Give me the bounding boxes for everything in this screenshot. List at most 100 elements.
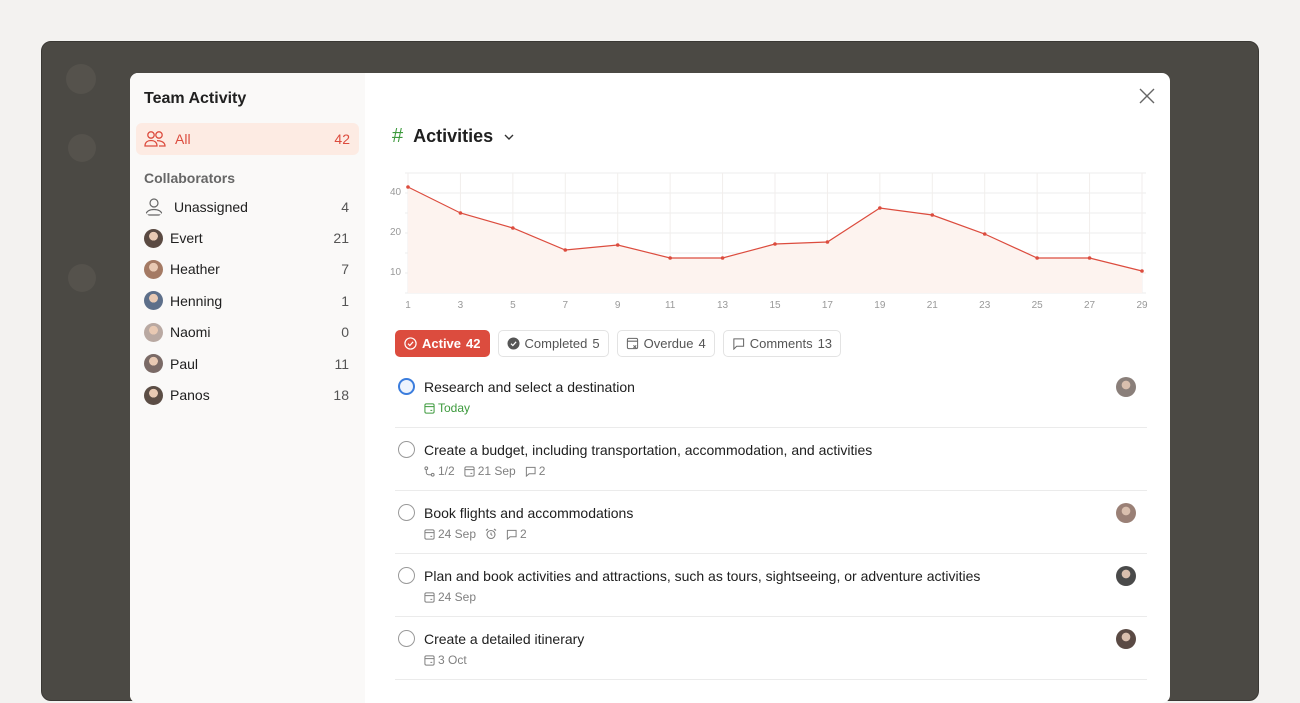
assignee-avatar[interactable] bbox=[1116, 503, 1136, 523]
sidebar-item-collaborator[interactable]: Paul 11 bbox=[130, 348, 365, 379]
avatar bbox=[144, 385, 163, 405]
calendar-icon bbox=[424, 528, 435, 540]
person-icon bbox=[145, 198, 163, 216]
due-date: 24 Sep bbox=[424, 590, 476, 604]
data-point bbox=[982, 232, 987, 236]
assignee-avatar[interactable] bbox=[1116, 377, 1136, 397]
collaborator-list: Unassigned 4 Evert 21 Heather 7 Henning 1 Naomi 0… bbox=[130, 191, 365, 411]
calendar-icon bbox=[424, 591, 435, 603]
task-row[interactable]: Book flights and accommodations 24 Sep 2 bbox=[395, 491, 1147, 554]
complete-checkbox[interactable] bbox=[398, 567, 415, 584]
blurred-avatar bbox=[68, 264, 96, 292]
sidebar-item-collaborator[interactable]: Panos 18 bbox=[130, 379, 365, 410]
collaborator-name: Henning bbox=[170, 292, 223, 309]
data-point bbox=[668, 256, 672, 260]
sidebar-item-collaborator[interactable]: Henning 1 bbox=[130, 285, 365, 316]
sidebar-item-collaborator[interactable]: Evert 21 bbox=[130, 222, 365, 253]
filter-tab-overdue[interactable]: Overdue 4 bbox=[616, 330, 715, 357]
complete-checkbox[interactable] bbox=[398, 630, 415, 647]
x-tick-label: 27 bbox=[1084, 300, 1096, 311]
filter-count: 4 bbox=[698, 336, 706, 351]
sidebar-item-collaborator[interactable]: Naomi 0 bbox=[130, 317, 365, 348]
check-circle-icon bbox=[404, 337, 417, 350]
y-tick-label: 40 bbox=[390, 187, 402, 198]
chevron-down-icon bbox=[504, 134, 514, 140]
blurred-avatar bbox=[68, 134, 96, 162]
blurred-avatar bbox=[66, 64, 96, 94]
assignee-avatar[interactable] bbox=[1116, 566, 1136, 586]
close-icon[interactable] bbox=[1138, 87, 1156, 105]
filter-tab-comments[interactable]: Comments 13 bbox=[722, 330, 842, 357]
collaborator-count: 7 bbox=[341, 261, 349, 278]
complete-checkbox[interactable] bbox=[398, 441, 415, 458]
collaborators-heading: Collaborators bbox=[144, 170, 236, 186]
data-point bbox=[615, 243, 620, 247]
collaborator-count: 4 bbox=[341, 198, 349, 215]
hash-icon: # bbox=[392, 125, 404, 147]
due-date: 24 Sep bbox=[424, 527, 476, 541]
x-tick-label: 13 bbox=[717, 300, 729, 311]
task-meta: 1/2 21 Sep 2 bbox=[424, 464, 545, 478]
activities-dropdown[interactable]: # Activities bbox=[392, 125, 515, 148]
complete-checkbox[interactable] bbox=[398, 378, 415, 395]
x-tick-label: 21 bbox=[927, 300, 939, 311]
task-row[interactable]: Create a detailed itinerary 3 Oct bbox=[395, 617, 1147, 680]
collaborator-name: Unassigned bbox=[174, 198, 248, 215]
x-tick-label: 29 bbox=[1136, 300, 1148, 311]
data-point bbox=[825, 240, 830, 244]
comment-icon bbox=[525, 466, 536, 477]
sidebar-item-collaborator[interactable]: Unassigned 4 bbox=[130, 191, 365, 222]
comment-icon bbox=[506, 529, 517, 540]
data-point bbox=[930, 213, 935, 217]
assignee-avatar[interactable] bbox=[1116, 629, 1136, 649]
subtasks: 1/2 bbox=[424, 464, 455, 478]
task-title: Create a budget, including transportatio… bbox=[424, 442, 873, 458]
comments: 2 bbox=[506, 527, 527, 541]
comment-icon bbox=[732, 337, 745, 350]
task-row[interactable]: Create a budget, including transportatio… bbox=[395, 428, 1147, 491]
due-date: Today bbox=[424, 401, 470, 415]
filter-tabs: Active 42 Completed 5 Overdue 4 Comments 13 bbox=[395, 330, 842, 357]
task-title: Book flights and accommodations bbox=[424, 505, 634, 521]
collaborator-name: Heather bbox=[170, 261, 220, 278]
collaborator-count: 11 bbox=[334, 355, 349, 372]
collaborator-name: Evert bbox=[170, 230, 203, 247]
task-row[interactable]: Research and select a destination Today bbox=[395, 365, 1147, 428]
data-point bbox=[773, 242, 777, 246]
data-point bbox=[1140, 269, 1144, 273]
complete-checkbox[interactable] bbox=[398, 504, 415, 521]
data-point bbox=[406, 185, 410, 189]
task-title: Plan and book activities and attractions… bbox=[424, 568, 981, 584]
due-date: 3 Oct bbox=[424, 653, 467, 667]
filter-label: Completed bbox=[524, 336, 588, 351]
due-date: 21 Sep bbox=[464, 464, 516, 478]
sidebar-item-collaborator[interactable]: Heather 7 bbox=[130, 254, 365, 285]
avatar bbox=[144, 354, 163, 374]
comments: 2 bbox=[525, 464, 545, 478]
task-meta: 3 Oct bbox=[424, 653, 467, 667]
filter-label: Active bbox=[422, 336, 462, 351]
filter-count: 5 bbox=[592, 336, 600, 351]
x-tick-label: 7 bbox=[563, 300, 569, 311]
x-tick-label: 19 bbox=[874, 300, 886, 311]
avatar bbox=[144, 228, 163, 248]
area-fill bbox=[408, 187, 1142, 293]
collaborator-count: 0 bbox=[341, 324, 349, 341]
x-tick-label: 23 bbox=[979, 300, 991, 311]
task-meta: Today bbox=[424, 401, 470, 415]
filter-tab-active[interactable]: Active 42 bbox=[395, 330, 490, 357]
sidebar-item-all[interactable]: All 42 bbox=[136, 123, 359, 155]
calendar-icon bbox=[424, 402, 435, 414]
data-point bbox=[878, 206, 882, 210]
task-meta: 24 Sep 2 bbox=[424, 527, 527, 541]
data-point bbox=[1087, 256, 1092, 260]
task-row[interactable]: Plan and book activities and attractions… bbox=[395, 554, 1147, 617]
task-title: Research and select a destination bbox=[424, 379, 635, 395]
x-tick-label: 11 bbox=[665, 300, 676, 311]
filter-tab-completed[interactable]: Completed 5 bbox=[497, 330, 609, 357]
calendar-icon bbox=[464, 465, 475, 477]
collaborator-count: 21 bbox=[333, 230, 349, 247]
check-filled-icon bbox=[506, 337, 520, 350]
filter-count: 13 bbox=[817, 336, 833, 351]
